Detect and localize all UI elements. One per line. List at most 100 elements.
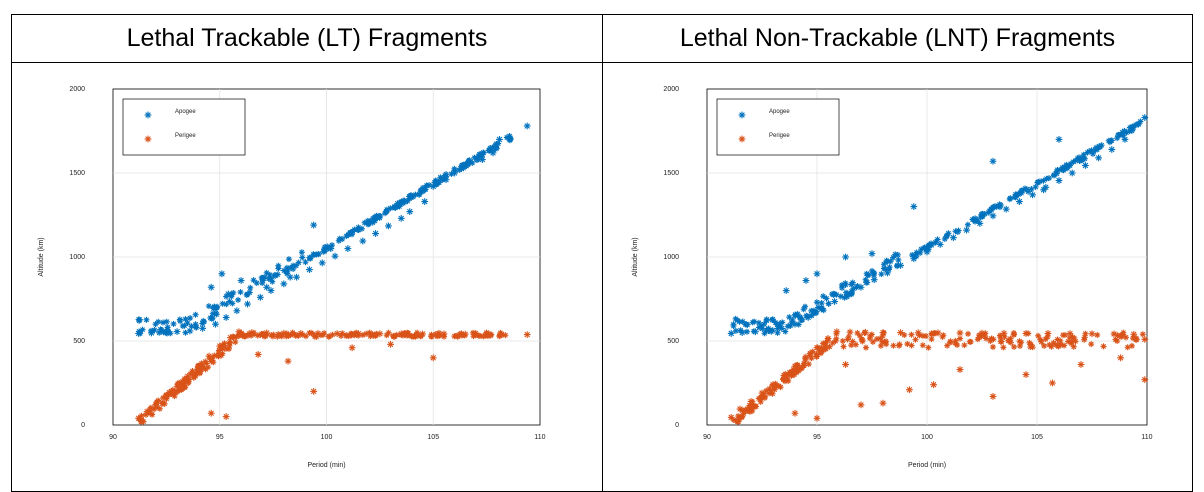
perigee-point	[1030, 344, 1036, 350]
apogee-point	[910, 203, 917, 210]
perigee-point	[803, 354, 810, 361]
perigee-point	[1130, 331, 1137, 338]
apogee-point	[507, 137, 513, 143]
x-tick-label: 105	[1031, 434, 1043, 441]
x-tick-label: 90	[703, 434, 711, 441]
perigee-point	[1001, 330, 1008, 337]
apogee-point	[871, 276, 878, 283]
perigee-point	[1049, 380, 1056, 387]
y-tick-label: 0	[81, 422, 85, 429]
perigee-point	[957, 366, 964, 373]
perigee-point	[925, 345, 931, 351]
apogee-point	[731, 321, 737, 327]
apogee-point	[307, 255, 313, 261]
apogee-point	[398, 215, 405, 222]
apogee-point	[839, 285, 845, 291]
apogee-point	[759, 326, 765, 332]
legend: Apogee Perigee	[717, 99, 839, 155]
perigee-point	[152, 401, 159, 408]
apogee-point	[421, 198, 428, 205]
perigee-point	[728, 414, 735, 421]
apogee-point	[910, 255, 917, 262]
apogee-point	[744, 321, 750, 327]
perigee-point	[814, 415, 821, 422]
apogee-point	[344, 245, 351, 252]
perigee-point	[923, 333, 929, 339]
y-tick-label: 1000	[663, 254, 679, 261]
perigee-point	[297, 330, 304, 337]
apogee-point	[135, 330, 142, 337]
perigee-point	[983, 335, 989, 341]
apogee-point	[244, 301, 251, 308]
perigee-point	[310, 331, 316, 337]
perigee-point	[1011, 344, 1017, 350]
legend-entry: Perigee	[769, 133, 790, 139]
apogee-point	[349, 231, 355, 237]
perigee-point	[770, 381, 777, 388]
legend-entry: Apogee	[769, 109, 790, 115]
apogee-point	[924, 249, 931, 256]
y-tick-label: 1500	[663, 170, 679, 177]
perigee-point	[1023, 371, 1030, 378]
perigee-point	[144, 408, 151, 415]
perigee-point	[935, 330, 942, 337]
apogee-point	[783, 287, 790, 294]
x-axis-label: Period (min)	[307, 462, 345, 469]
x-tick-label: 110	[534, 434, 545, 441]
apogee-point	[199, 325, 206, 332]
y-tick-label: 2000	[69, 86, 85, 93]
perigee-point	[524, 331, 531, 338]
perigee-point	[263, 330, 270, 337]
perigee-point	[854, 330, 860, 336]
legend-marker	[739, 136, 746, 143]
apogee-point	[826, 301, 832, 307]
perigee-point	[1111, 331, 1118, 338]
apogee-point	[990, 158, 997, 165]
y-tick-label: 500	[667, 338, 679, 345]
legend-marker	[145, 136, 152, 143]
perigee-point	[930, 381, 937, 388]
y-tick-label: 500	[73, 338, 85, 345]
apogee-point	[950, 234, 957, 241]
x-tick-label: 90	[109, 434, 117, 441]
apogee-point	[1141, 114, 1148, 121]
apogee-point	[937, 241, 944, 248]
apogee-point	[1070, 159, 1076, 165]
perigee-point	[990, 336, 996, 342]
apogee-point	[844, 291, 851, 298]
perigee-point	[1114, 338, 1120, 344]
legend-entry: Apogee	[175, 109, 196, 115]
perigee-point	[929, 330, 935, 336]
perigee-point	[906, 386, 913, 393]
apogee-point	[820, 293, 826, 299]
perigee-point	[163, 393, 170, 400]
perigee-point	[998, 339, 1004, 345]
apogee-point	[443, 176, 450, 183]
apogee-point	[163, 329, 170, 336]
apogee-point	[1040, 186, 1047, 193]
apogee-point	[451, 170, 458, 177]
x-tick-label: 100	[321, 434, 333, 441]
perigee-point	[781, 372, 788, 379]
apogee-point	[1122, 136, 1129, 143]
perigee-point	[349, 344, 356, 351]
perigee-point	[904, 341, 910, 347]
perigee-point	[814, 344, 821, 351]
apogee-point	[739, 329, 746, 336]
apogee-point	[976, 220, 983, 227]
y-tick-label: 1500	[69, 170, 85, 177]
perigee-point	[216, 343, 223, 350]
apogee-point	[1037, 178, 1043, 184]
perigee-point	[947, 340, 953, 346]
perigee-point	[979, 330, 986, 337]
apogee-point	[814, 299, 820, 305]
perigee-point	[859, 337, 865, 343]
apogee-point	[1109, 137, 1115, 143]
perigee-point	[274, 334, 280, 340]
perigee-point	[1023, 330, 1030, 337]
legend-box	[717, 99, 839, 155]
perigee-point	[890, 343, 896, 349]
perigee-point	[862, 329, 869, 336]
